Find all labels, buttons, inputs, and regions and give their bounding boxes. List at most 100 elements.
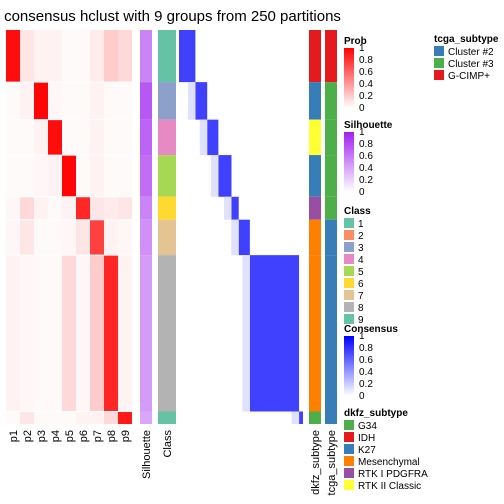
dkfz-subtype-legend-label: G34 [358,421,377,432]
class-legend-swatch [344,254,354,264]
dkfz-subtype-legend-label: K27 [358,445,376,456]
prob-legend-tick: 0.4 [359,79,373,90]
silhouette-cell [140,219,152,256]
consensus-offdiag [187,82,196,120]
membership-cell [76,30,90,83]
consensus-block [231,196,239,220]
annotation-column-label: Class [162,430,174,458]
class-cell [158,196,176,220]
membership-cell [76,255,90,412]
tcga-subtype-legend-swatch [434,70,444,80]
dkfz-subtype-legend-label: RTK I PDGFRA [358,469,428,480]
prob-legend-tick: 0.8 [359,55,373,66]
prob-legend-gradient [344,48,354,108]
membership-cell [104,411,118,424]
membership-cell [90,411,104,424]
class-legend-label: 1 [358,219,364,230]
dkfz-subtype-legend-swatch [344,420,354,430]
membership-cell [48,219,62,256]
membership-cell [20,30,34,83]
membership-column-label: p6 [78,430,90,442]
membership-cell [104,155,118,197]
dkfz-subtype-cell [309,82,321,120]
consensus-legend-tick: 0.8 [359,343,373,354]
class-legend-swatch [344,278,354,288]
consensus-offdiag [199,119,208,156]
membership-cell [90,82,104,120]
chart-title: consensus hclust with 9 groups from 250 … [4,8,341,25]
silhouette-cell [140,196,152,220]
consensus-block [299,411,303,424]
membership-column-label: p8 [106,430,118,442]
membership-cell [34,255,48,412]
tcga-subtype-cell [325,155,337,197]
membership-cell [48,30,62,83]
silhouette-legend-gradient [344,132,354,192]
tcga-subtype-cell [325,82,337,120]
consensus-legend-title: Consensus [344,324,398,335]
consensus-offdiag [242,255,250,412]
membership-cell [48,196,62,220]
membership-cell [62,255,76,412]
membership-cell [20,196,34,220]
dkfz-subtype-legend-swatch [344,432,354,442]
membership-cell [34,196,48,220]
class-legend-label: 6 [358,279,364,290]
tcga-subtype-legend-label: Cluster #2 [448,47,494,58]
membership-cell [48,82,62,120]
membership-cell [90,155,104,197]
membership-cell [62,30,76,83]
membership-column-label: p7 [92,430,104,442]
tcga-subtype-cell [325,219,337,256]
membership-cell [104,119,118,156]
silhouette-legend-tick: 0 [359,187,365,198]
silhouette-cell [140,82,152,120]
consensus-legend-gradient [344,336,354,396]
class-legend-label: 2 [358,231,364,242]
class-cell [158,119,176,156]
membership-cell [6,30,20,83]
membership-column-label: p5 [64,430,76,442]
silhouette-legend-tick: 0.2 [359,175,373,186]
membership-cell [118,196,132,220]
membership-cell [62,82,76,120]
membership-cell [76,219,90,256]
membership-cell [34,82,48,120]
silhouette-cell [140,255,152,412]
class-legend-swatch [344,218,354,228]
silhouette-cell [140,30,152,83]
membership-cell [76,119,90,156]
tcga-subtype-cell [325,119,337,156]
class-legend-title: Class [344,206,371,217]
class-cell [158,82,176,120]
membership-column-label: p1 [8,430,20,442]
membership-cell [104,30,118,83]
membership-cell [20,119,34,156]
tcga-subtype-legend-swatch [434,58,444,68]
consensus-legend-tick: 1 [359,331,365,342]
membership-cell [20,219,34,256]
membership-cell [6,196,20,220]
membership-column-label: p2 [22,430,34,442]
membership-cell [90,30,104,83]
membership-cell [118,219,132,256]
membership-cell [118,119,132,156]
tcga-subtype-legend-label: Cluster #3 [448,59,494,70]
membership-cell [48,119,62,156]
membership-cell [6,255,20,412]
membership-cell [104,255,118,412]
prob-legend-tick: 0.2 [359,91,373,102]
consensus-legend-tick: 0.6 [359,355,373,366]
dkfz-subtype-cell [309,119,321,156]
prob-legend-tick: 0.6 [359,67,373,78]
membership-cell [76,155,90,197]
class-legend-label: 9 [358,315,364,326]
silhouette-legend-title: Silhouette [344,120,393,131]
membership-cell [90,196,104,220]
class-legend-label: 3 [358,243,364,254]
silhouette-legend-tick: 0.6 [359,151,373,162]
membership-cell [90,119,104,156]
consensus-legend-tick: 0 [359,391,365,402]
consensus-block [249,255,300,412]
consensus-offdiag [210,155,219,197]
